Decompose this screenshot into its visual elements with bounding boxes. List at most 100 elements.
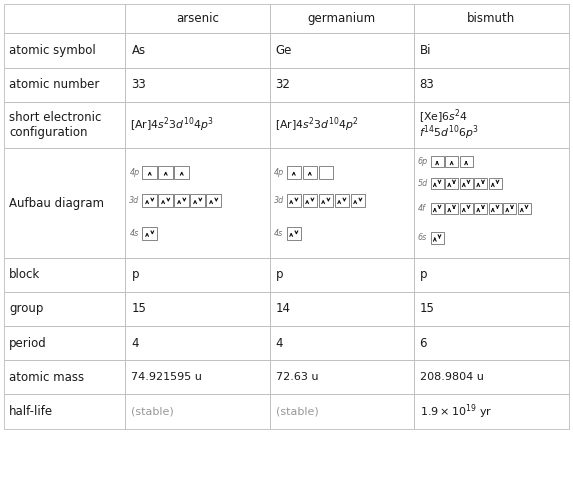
Bar (414, 326, 569, 360)
Text: (stable): (stable) (131, 407, 174, 416)
Text: Aufbau diagram: Aufbau diagram (9, 197, 104, 210)
Bar (460, 203, 473, 214)
Bar (125, 360, 269, 395)
Bar (286, 194, 301, 207)
Bar (4, 4, 125, 33)
Text: 4p: 4p (129, 168, 140, 177)
Bar (4, 360, 125, 395)
Text: arsenic: arsenic (176, 12, 219, 25)
Text: 6p: 6p (418, 157, 428, 166)
Text: period: period (9, 337, 47, 350)
Bar (125, 68, 269, 102)
Text: short electronic
configuration: short electronic configuration (9, 111, 101, 139)
Bar (4, 292, 125, 326)
Bar (125, 292, 269, 326)
Bar (286, 227, 301, 240)
Text: 83: 83 (419, 78, 434, 91)
Bar (414, 102, 569, 148)
Bar (174, 194, 189, 207)
Bar (319, 166, 333, 179)
Text: Bi: Bi (419, 44, 431, 57)
Text: (stable): (stable) (276, 407, 318, 416)
Bar (4, 148, 125, 257)
Text: block: block (9, 268, 40, 281)
Bar (125, 395, 269, 428)
Bar (445, 156, 458, 167)
Bar (206, 194, 221, 207)
Bar (125, 257, 269, 292)
Bar (269, 33, 414, 68)
Bar (269, 257, 414, 292)
Text: $\mathregular{[Ar]4}s^{\mathregular{2}}\mathregular{3}d^{\mathregular{10}}\mathr: $\mathregular{[Ar]4}s^{\mathregular{2}}\… (131, 116, 214, 134)
Bar (489, 203, 501, 214)
Text: 4: 4 (276, 337, 283, 350)
Bar (4, 33, 125, 68)
Text: atomic number: atomic number (9, 78, 99, 91)
Text: p: p (419, 268, 427, 281)
Text: 208.9804 u: 208.9804 u (419, 372, 484, 383)
Bar (303, 166, 317, 179)
Bar (431, 178, 444, 189)
Text: 6: 6 (419, 337, 427, 350)
Text: 14: 14 (276, 302, 291, 315)
Text: $\mathregular{[Xe]6}s^{\mathregular{2}}\mathregular{4}$: $\mathregular{[Xe]6}s^{\mathregular{2}}\… (419, 108, 468, 127)
Bar (431, 203, 444, 214)
Bar (474, 203, 487, 214)
Bar (414, 33, 569, 68)
Bar (4, 326, 125, 360)
Text: 33: 33 (131, 78, 146, 91)
Bar (445, 178, 458, 189)
Text: 72.63 u: 72.63 u (276, 372, 318, 383)
Bar (159, 194, 173, 207)
Bar (269, 326, 414, 360)
Bar (159, 166, 173, 179)
Bar (269, 102, 414, 148)
Bar (414, 395, 569, 428)
Text: 4: 4 (131, 337, 139, 350)
Bar (125, 4, 269, 33)
Bar (335, 194, 349, 207)
Bar (431, 232, 444, 244)
Bar (351, 194, 365, 207)
Text: half-life: half-life (9, 405, 53, 418)
Text: $\mathregular{[Ar]4}s^{\mathregular{2}}\mathregular{3}d^{\mathregular{10}}\mathr: $\mathregular{[Ar]4}s^{\mathregular{2}}\… (274, 116, 358, 134)
Bar (190, 194, 205, 207)
Text: 4f: 4f (418, 204, 426, 213)
Bar (4, 395, 125, 428)
Bar (143, 194, 157, 207)
Bar (125, 326, 269, 360)
Bar (269, 4, 414, 33)
Text: 32: 32 (276, 78, 291, 91)
Bar (143, 166, 157, 179)
Text: 15: 15 (131, 302, 146, 315)
Bar (269, 360, 414, 395)
Text: group: group (9, 302, 44, 315)
Text: $1.9\times10^{19}$ yr: $1.9\times10^{19}$ yr (419, 402, 492, 421)
Bar (125, 33, 269, 68)
Bar (303, 194, 317, 207)
Text: atomic mass: atomic mass (9, 371, 84, 384)
Bar (445, 203, 458, 214)
Text: 4s: 4s (129, 229, 139, 238)
Text: bismuth: bismuth (467, 12, 516, 25)
Bar (460, 156, 473, 167)
Bar (414, 360, 569, 395)
Text: 74.921595 u: 74.921595 u (131, 372, 202, 383)
Bar (414, 4, 569, 33)
Text: 3d: 3d (273, 197, 284, 205)
Bar (269, 148, 414, 257)
Bar (4, 68, 125, 102)
Bar (269, 395, 414, 428)
Text: Ge: Ge (276, 44, 292, 57)
Bar (517, 203, 531, 214)
Bar (414, 148, 569, 257)
Bar (489, 178, 501, 189)
Text: p: p (131, 268, 139, 281)
Text: 6s: 6s (418, 233, 427, 242)
Bar (174, 166, 189, 179)
Bar (414, 68, 569, 102)
Text: As: As (131, 44, 146, 57)
Bar (474, 178, 487, 189)
Bar (319, 194, 333, 207)
Text: 5d: 5d (418, 179, 428, 188)
